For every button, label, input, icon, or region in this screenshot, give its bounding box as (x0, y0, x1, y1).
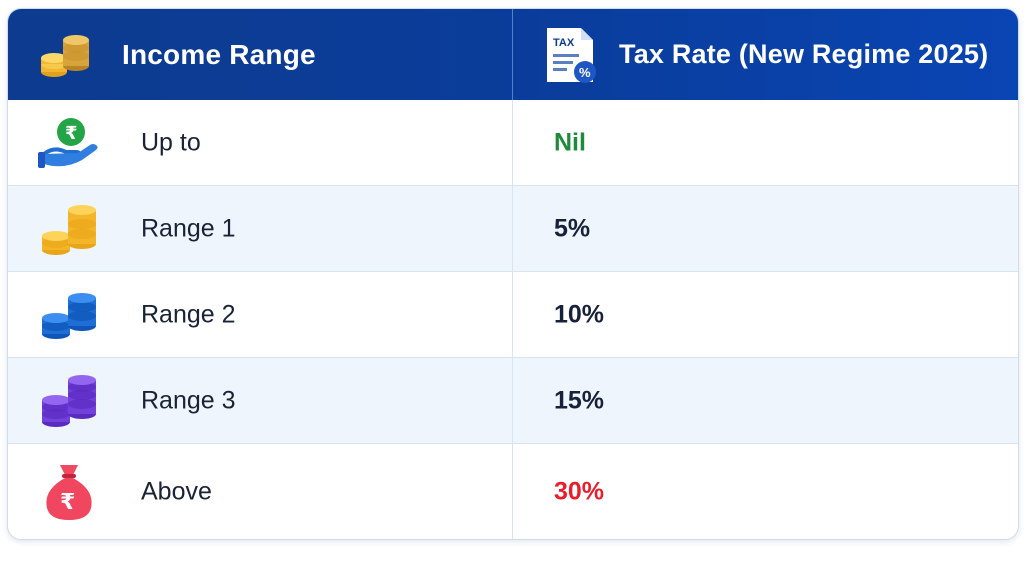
tax-rate-header: TAX % Tax Rate (New Regime 2025) (543, 9, 988, 100)
tax-rate-value: Nil (554, 128, 586, 156)
purple-coin-stacks-icon (42, 374, 96, 427)
table-header: Income Range TAX % Tax Rate (New Regime … (8, 9, 1018, 100)
income-range-label: Range 3 (141, 386, 236, 414)
table-body: ₹ Up to Nil Range 1 (8, 100, 1018, 539)
tax-label-text: TAX (553, 37, 575, 49)
income-range-label: Above (141, 477, 212, 505)
income-range-title: Income Range (122, 38, 316, 70)
tax-rate-value: 15% (554, 386, 605, 414)
tax-rate-value: 10% (554, 300, 605, 328)
column-divider (512, 444, 513, 539)
column-divider (512, 100, 513, 185)
income-range-header: Income Range (36, 9, 316, 100)
yellow-coin-stacks-icon (42, 204, 96, 255)
hand-rupee-coin-icon: ₹ (38, 117, 98, 168)
header-divider (512, 9, 513, 100)
tax-document-icon: TAX % (547, 27, 596, 83)
table-row: ₹ Above 30% (8, 444, 1018, 539)
income-range-label: Range 1 (141, 214, 236, 242)
table-row: Range 3 15% (8, 358, 1018, 444)
income-range-label: Range 2 (141, 300, 236, 328)
income-range-label: Up to (141, 128, 201, 156)
tax-table: Income Range TAX % Tax Rate (New Regime … (7, 8, 1019, 540)
coin-stacks-icon (41, 34, 89, 77)
svg-text:₹: ₹ (65, 123, 78, 144)
blue-coin-stacks-icon (42, 292, 96, 339)
tax-rate-value: 30% (554, 477, 605, 505)
table-row: ₹ Up to Nil (8, 100, 1018, 186)
column-divider (512, 358, 513, 443)
column-divider (512, 186, 513, 271)
column-divider (512, 272, 513, 357)
tax-rate-title: Tax Rate (New Regime 2025) (619, 39, 989, 69)
table-row: Range 1 5% (8, 186, 1018, 272)
table-row: Range 2 10% (8, 272, 1018, 358)
svg-text:%: % (579, 65, 591, 80)
tax-rate-value: 5% (554, 214, 591, 242)
rupee-money-bag-icon: ₹ (46, 464, 92, 520)
svg-text:₹: ₹ (60, 490, 75, 515)
